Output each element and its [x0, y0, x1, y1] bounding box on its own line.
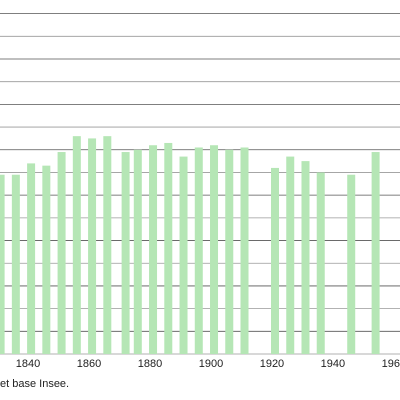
- bar: [301, 161, 310, 354]
- x-tick-label: 1840: [16, 358, 40, 370]
- bar: [194, 147, 203, 354]
- x-tick-label: 1920: [260, 358, 284, 370]
- bar: [0, 174, 5, 354]
- bar: [103, 136, 112, 354]
- bar: [179, 156, 188, 354]
- bar: [286, 156, 295, 354]
- bar: [240, 147, 249, 354]
- bar: [121, 152, 130, 354]
- x-tick-label: 1940: [321, 358, 345, 370]
- bar: [371, 152, 380, 354]
- bar: [210, 145, 219, 354]
- bar: [57, 152, 66, 354]
- x-tick-label: 1900: [199, 358, 223, 370]
- bar: [271, 167, 279, 354]
- bar: [72, 136, 81, 354]
- bar: [347, 174, 356, 354]
- bar: [225, 149, 234, 354]
- bar: [149, 145, 158, 354]
- bar: [133, 149, 142, 354]
- bar: [164, 142, 173, 354]
- bar: [316, 172, 325, 354]
- bar: [27, 163, 36, 354]
- bar: [88, 138, 97, 354]
- x-tick-label: 1880: [138, 358, 162, 370]
- source-note: et base Insee.: [0, 378, 69, 390]
- bar: [42, 165, 51, 354]
- x-tick-label: 1960: [382, 358, 400, 370]
- bar: [11, 174, 20, 354]
- x-tick-label: 1860: [77, 358, 101, 370]
